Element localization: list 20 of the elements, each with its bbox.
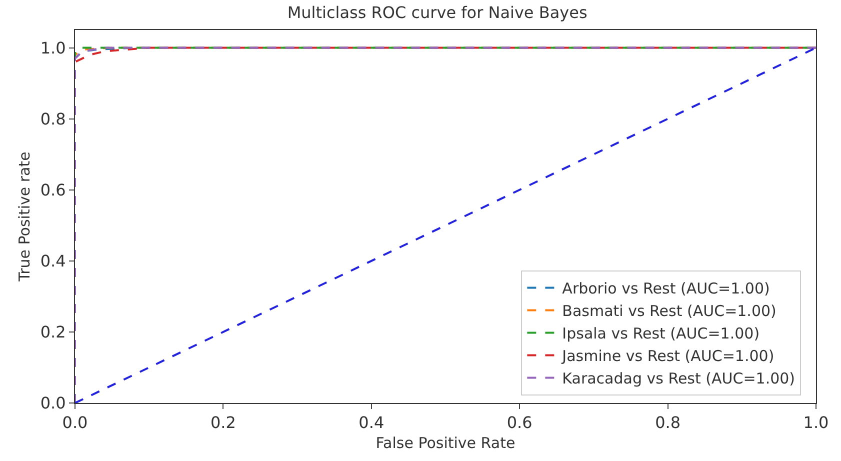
y-tick-label: 0.8: [40, 109, 66, 128]
x-tick-label: 0.2: [210, 413, 236, 432]
x-axis-title: False Positive Rate: [376, 434, 516, 452]
legend-label: Arborio vs Rest (AUC=1.00): [562, 280, 770, 298]
x-tick-label: 0.8: [655, 413, 681, 432]
legend-label: Ipsala vs Rest (AUC=1.00): [562, 324, 760, 343]
legend-label: Jasmine vs Rest (AUC=1.00): [561, 347, 774, 366]
y-tick-label: 0.2: [40, 322, 66, 342]
y-axis-title: True Positive rate: [16, 152, 34, 282]
legend-label: Karacadag vs Rest (AUC=1.00): [562, 370, 796, 388]
y-tick-label: 0.6: [40, 180, 66, 200]
x-tick-label: 1.0: [803, 413, 829, 432]
y-tick-label: 0.0: [40, 394, 66, 413]
y-tick-label: 0.4: [40, 252, 66, 270]
x-tick-label: 0.4: [358, 413, 384, 432]
x-tick-label: 0.0: [62, 413, 88, 432]
legend-label: Basmati vs Rest (AUC=1.00): [562, 302, 776, 320]
x-tick-label: 0.6: [506, 413, 532, 432]
y-tick-label: 1.0: [40, 38, 66, 58]
chart-title: Multiclass ROC curve for Naive Bayes: [287, 3, 588, 22]
